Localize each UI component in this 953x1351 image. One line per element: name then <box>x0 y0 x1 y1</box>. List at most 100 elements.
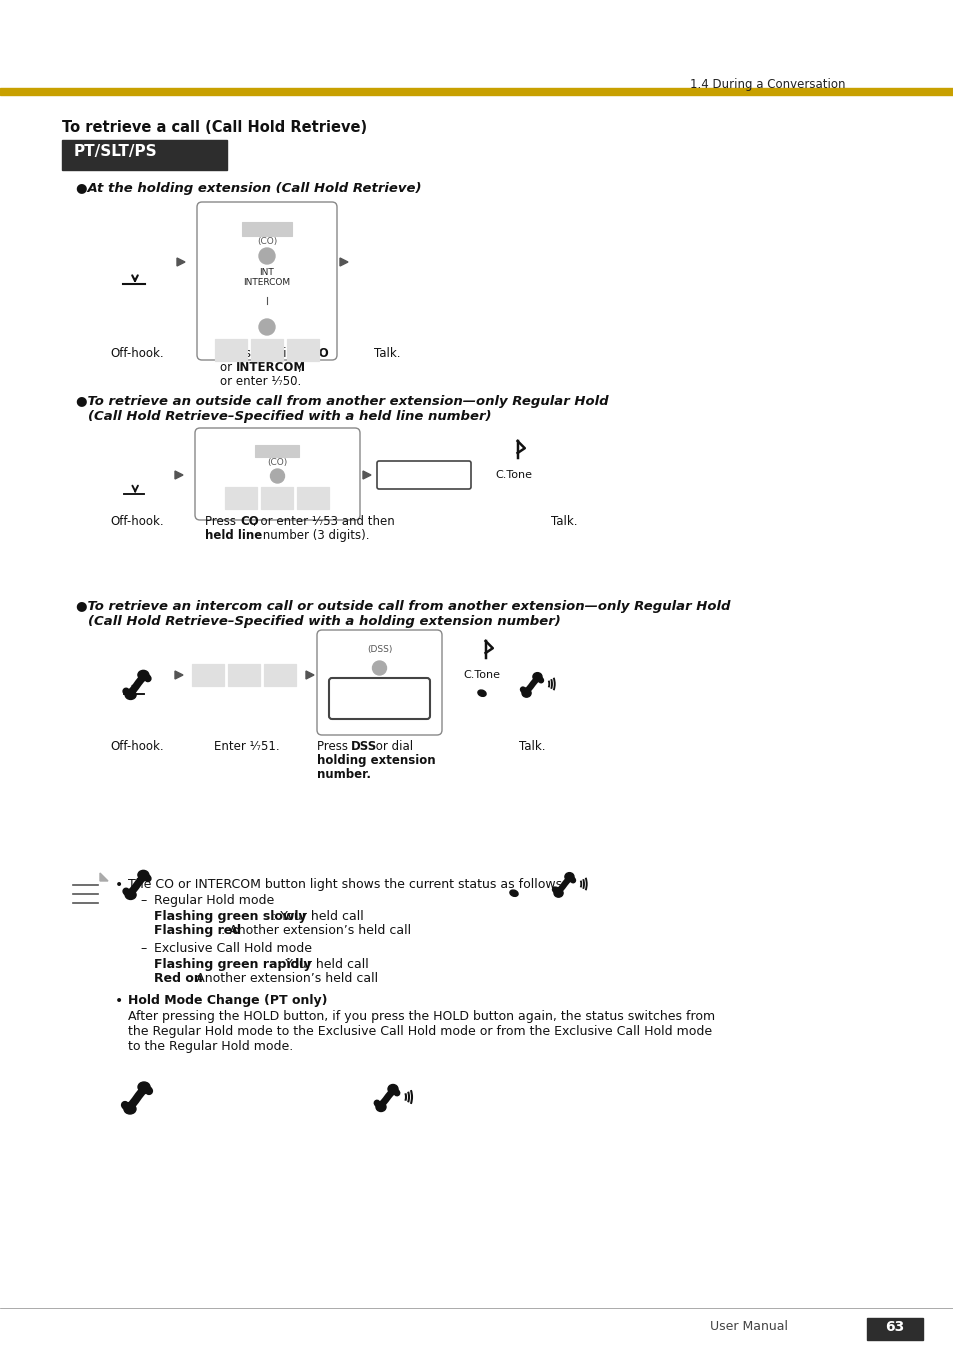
Text: or: or <box>220 361 235 374</box>
FancyBboxPatch shape <box>329 678 430 719</box>
Ellipse shape <box>138 870 149 880</box>
Circle shape <box>258 249 274 263</box>
Text: Off-hook.: Off-hook. <box>111 740 164 753</box>
Text: Press: Press <box>316 740 352 753</box>
Text: 63: 63 <box>884 1320 903 1333</box>
Bar <box>297 486 329 509</box>
Bar <box>255 444 299 457</box>
Text: CO: CO <box>310 347 329 359</box>
Text: ●To retrieve an outside call from another extension—only Regular Hold: ●To retrieve an outside call from anothe… <box>76 394 608 408</box>
Text: –: – <box>140 894 146 907</box>
Text: , or enter ⅐53 and then: , or enter ⅐53 and then <box>253 515 398 528</box>
Ellipse shape <box>521 689 531 697</box>
Text: (Call Hold Retrieve–Specified with a held line number): (Call Hold Retrieve–Specified with a hel… <box>88 409 491 423</box>
Text: To retrieve a call (Call Hold Retrieve): To retrieve a call (Call Hold Retrieve) <box>62 120 367 135</box>
Text: (CO): (CO) <box>267 458 287 467</box>
Text: or enter ⅐50.: or enter ⅐50. <box>220 376 301 388</box>
Text: DSS: DSS <box>351 740 376 753</box>
Text: PT/SLT/PS: PT/SLT/PS <box>74 145 157 159</box>
Text: ●To retrieve an intercom call or outside call from another extension—only Regula: ●To retrieve an intercom call or outside… <box>76 600 730 613</box>
Text: OR: OR <box>374 663 385 671</box>
Text: 1.4 During a Conversation: 1.4 During a Conversation <box>689 78 844 91</box>
Ellipse shape <box>510 890 517 896</box>
Text: 1: 1 <box>274 666 285 680</box>
Text: After pressing the HOLD button, if you press the HOLD button again, the status s: After pressing the HOLD button, if you p… <box>128 1011 715 1052</box>
Ellipse shape <box>124 1104 136 1115</box>
Text: : Another extension’s held call: : Another extension’s held call <box>188 971 377 985</box>
Bar <box>0 88 953 95</box>
Ellipse shape <box>125 890 136 900</box>
Circle shape <box>256 295 276 313</box>
Text: Flashing green slowly: Flashing green slowly <box>153 911 306 923</box>
FancyBboxPatch shape <box>376 461 471 489</box>
Circle shape <box>271 469 284 484</box>
Bar <box>251 339 283 361</box>
Ellipse shape <box>138 1082 150 1092</box>
Text: INTERCOM: INTERCOM <box>235 361 306 374</box>
Text: Off-hook.: Off-hook. <box>111 515 164 528</box>
Text: •: • <box>115 994 123 1008</box>
Text: Talk.: Talk. <box>550 515 577 528</box>
Text: 0: 0 <box>298 340 308 355</box>
Text: Talk.: Talk. <box>374 347 400 359</box>
Polygon shape <box>174 671 183 680</box>
Text: ∗: ∗ <box>202 666 213 680</box>
Text: C.Tone: C.Tone <box>463 670 500 680</box>
Text: (DSS): (DSS) <box>366 644 392 654</box>
Ellipse shape <box>375 1102 386 1112</box>
Text: ,: , <box>296 361 300 374</box>
Ellipse shape <box>533 673 541 681</box>
Circle shape <box>258 319 274 335</box>
Ellipse shape <box>554 889 562 897</box>
Bar <box>225 486 257 509</box>
Polygon shape <box>363 471 371 480</box>
Text: (Call Hold Retrieve–Specified with a holding extension number): (Call Hold Retrieve–Specified with a hol… <box>88 615 560 628</box>
Text: 3: 3 <box>309 489 318 503</box>
Ellipse shape <box>125 690 136 700</box>
Text: Exclusive Call Hold mode: Exclusive Call Hold mode <box>153 942 312 955</box>
Text: CO: CO <box>240 515 258 528</box>
Polygon shape <box>174 471 183 480</box>
Ellipse shape <box>388 1085 397 1093</box>
Text: User Manual: User Manual <box>709 1320 787 1333</box>
Text: •: • <box>115 878 123 892</box>
Polygon shape <box>306 671 314 680</box>
Text: ●At the holding extension (Call Hold Retrieve): ●At the holding extension (Call Hold Ret… <box>76 182 421 195</box>
Bar <box>228 663 260 686</box>
Bar <box>68 873 108 923</box>
Bar <box>866 1319 923 1340</box>
Text: Press: Press <box>205 515 239 528</box>
Text: OR: OR <box>272 471 283 480</box>
Text: C.Tone: C.Tone <box>495 470 532 480</box>
Bar <box>287 339 318 361</box>
Text: : Another extension’s held call: : Another extension’s held call <box>221 924 411 938</box>
Text: held line: held line <box>205 530 262 542</box>
Text: INT
INTERCOM: INT INTERCOM <box>243 267 291 288</box>
Text: ∗: ∗ <box>235 489 247 503</box>
Text: : Your held call: : Your held call <box>277 958 369 971</box>
Bar <box>214 339 247 361</box>
Text: The CO or INTERCOM button light shows the current status as follows:: The CO or INTERCOM button light shows th… <box>128 878 566 892</box>
Bar <box>242 222 292 236</box>
FancyBboxPatch shape <box>194 428 359 520</box>
Circle shape <box>372 661 386 676</box>
Text: Red on: Red on <box>153 971 203 985</box>
Text: 5: 5 <box>239 666 249 680</box>
Ellipse shape <box>564 873 574 881</box>
Text: Talk.: Talk. <box>518 740 545 753</box>
Ellipse shape <box>138 670 149 680</box>
Bar <box>261 486 294 509</box>
Text: holding
extension no.: holding extension no. <box>335 688 424 715</box>
Bar <box>264 663 295 686</box>
Text: OR: OR <box>261 322 273 331</box>
Text: Flashing green rapidly: Flashing green rapidly <box>153 958 312 971</box>
Polygon shape <box>100 873 108 881</box>
Text: Enter ⅐51.: Enter ⅐51. <box>214 740 279 753</box>
FancyBboxPatch shape <box>316 630 441 735</box>
Text: –: – <box>140 942 146 955</box>
Text: ∗: ∗ <box>225 340 236 355</box>
Text: 5: 5 <box>262 340 272 355</box>
Text: 5: 5 <box>273 489 282 503</box>
Bar <box>62 141 887 840</box>
Text: OR: OR <box>261 251 273 259</box>
